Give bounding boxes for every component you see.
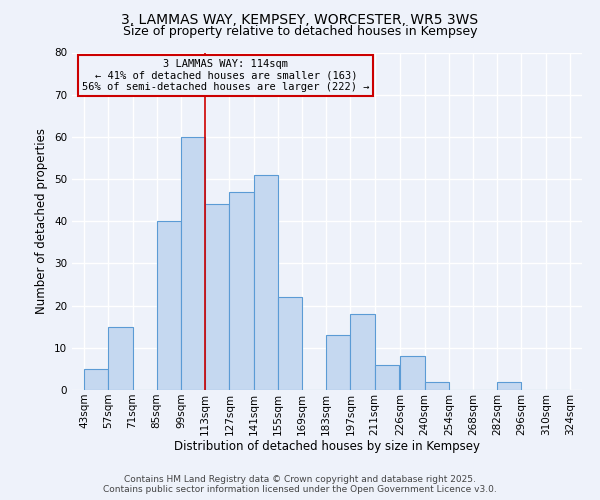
Text: Size of property relative to detached houses in Kempsey: Size of property relative to detached ho… bbox=[123, 25, 477, 38]
Text: 3 LAMMAS WAY: 114sqm
← 41% of detached houses are smaller (163)
56% of semi-deta: 3 LAMMAS WAY: 114sqm ← 41% of detached h… bbox=[82, 59, 370, 92]
Bar bbox=[157, 221, 181, 390]
Bar bbox=[254, 175, 278, 390]
Bar bbox=[326, 335, 350, 390]
Y-axis label: Number of detached properties: Number of detached properties bbox=[35, 128, 49, 314]
Bar bbox=[350, 314, 374, 390]
Bar bbox=[278, 297, 302, 390]
Bar bbox=[374, 364, 399, 390]
Bar bbox=[181, 137, 205, 390]
Text: 3, LAMMAS WAY, KEMPSEY, WORCESTER, WR5 3WS: 3, LAMMAS WAY, KEMPSEY, WORCESTER, WR5 3… bbox=[121, 12, 479, 26]
Bar bbox=[425, 382, 449, 390]
Bar bbox=[400, 356, 425, 390]
X-axis label: Distribution of detached houses by size in Kempsey: Distribution of detached houses by size … bbox=[174, 440, 480, 454]
Bar bbox=[84, 369, 109, 390]
Bar bbox=[205, 204, 229, 390]
Bar bbox=[109, 326, 133, 390]
Text: Contains HM Land Registry data © Crown copyright and database right 2025.
Contai: Contains HM Land Registry data © Crown c… bbox=[103, 474, 497, 494]
Bar bbox=[229, 192, 254, 390]
Bar bbox=[497, 382, 521, 390]
